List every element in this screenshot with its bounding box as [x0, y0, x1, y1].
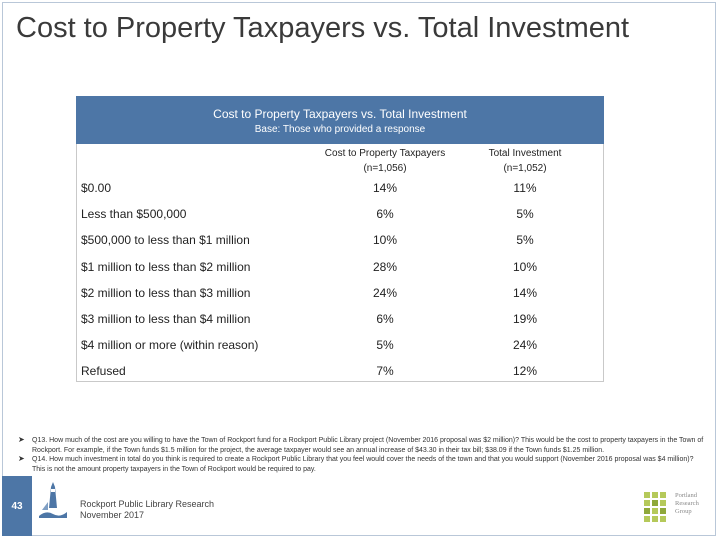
row-label: $500,000 to less than $1 million: [81, 233, 250, 247]
row-value-investment: 5%: [516, 207, 534, 221]
table-row: Refused 7% 12%: [0, 359, 604, 385]
row-label: $0.00: [81, 181, 112, 195]
row-value-cost: 28%: [372, 260, 398, 274]
arrow-bullet-icon: ➤: [18, 435, 25, 444]
row-value-investment: 11%: [513, 181, 537, 195]
portland-research-group-logo-icon: [644, 492, 666, 522]
footer-line-2: November 2017: [80, 510, 145, 520]
table-header: Cost to Property Taxpayers vs. Total Inv…: [76, 96, 604, 144]
row-value-investment: 24%: [512, 338, 538, 352]
table-row: $4 million or more (within reason) 5% 24…: [0, 333, 604, 359]
footer-text: Rockport Public Library Research Novembe…: [80, 499, 214, 521]
prg-logo-line-3: Group: [675, 508, 692, 515]
note-q13: ➤ Q13. How much of the cost are you will…: [18, 435, 708, 455]
library-lighthouse-logo-icon: [36, 478, 70, 522]
column-header-investment: Total Investment (n=1,052): [465, 148, 585, 174]
arrow-bullet-icon: ➤: [18, 454, 25, 463]
column-header-investment-n: (n=1,052): [503, 163, 547, 174]
prg-logo-text: Portland Research Group: [675, 492, 699, 516]
note-q14-text: Q14. How much investment in total do you…: [32, 456, 694, 473]
row-value-investment: 10%: [512, 260, 538, 274]
row-value-cost: 10%: [372, 233, 398, 247]
table-row: $3 million to less than $4 million 6% 19…: [0, 307, 604, 333]
table-title: Cost to Property Taxpayers vs. Total Inv…: [213, 107, 467, 121]
row-label: $2 million to less than $3 million: [81, 286, 251, 300]
table-subtitle: Base: Those who provided a response: [254, 124, 426, 135]
row-value-cost: 6%: [376, 312, 394, 326]
question-notes: ➤ Q13. How much of the cost are you will…: [18, 435, 708, 474]
table-row: $0.00 14% 11%: [0, 176, 604, 202]
row-label: $4 million or more (within reason): [81, 338, 259, 352]
column-header-cost-label: Cost to Property Taxpayers: [324, 148, 446, 159]
row-value-cost: 7%: [376, 364, 394, 378]
row-value-cost: 5%: [376, 338, 394, 352]
slide-title: Cost to Property Taxpayers vs. Total Inv…: [16, 12, 630, 44]
table-row: $2 million to less than $3 million 24% 1…: [0, 281, 604, 307]
note-q13-text: Q13. How much of the cost are you willin…: [32, 437, 704, 454]
prg-logo-line-1: Portland: [675, 492, 698, 499]
prg-logo-line-2: Research: [675, 500, 699, 507]
note-q14: ➤ Q14. How much investment in total do y…: [18, 454, 708, 474]
row-label: Less than $500,000: [81, 207, 187, 221]
row-value-investment: 5%: [516, 233, 534, 247]
row-label: $1 million to less than $2 million: [81, 260, 251, 274]
row-value-investment: 14%: [512, 286, 538, 300]
column-header-investment-label: Total Investment: [488, 148, 562, 159]
page-number: 43: [2, 476, 32, 536]
column-header-cost: Cost to Property Taxpayers (n=1,056): [310, 148, 460, 174]
footer-line-1: Rockport Public Library Research: [80, 499, 215, 509]
table-row: Less than $500,000 6% 5%: [0, 202, 604, 228]
row-value-investment: 12%: [512, 364, 538, 378]
row-label: Refused: [81, 364, 126, 378]
row-value-cost: 6%: [376, 207, 394, 221]
table-body: [76, 144, 604, 382]
row-value-cost: 14%: [372, 181, 398, 195]
row-label: $3 million to less than $4 million: [81, 312, 251, 326]
table-row: $1 million to less than $2 million 28% 1…: [0, 255, 604, 281]
row-value-cost: 24%: [372, 286, 398, 300]
table-row: $500,000 to less than $1 million 10% 5%: [0, 228, 604, 254]
column-header-cost-n: (n=1,056): [363, 163, 407, 174]
row-value-investment: 19%: [512, 312, 538, 326]
